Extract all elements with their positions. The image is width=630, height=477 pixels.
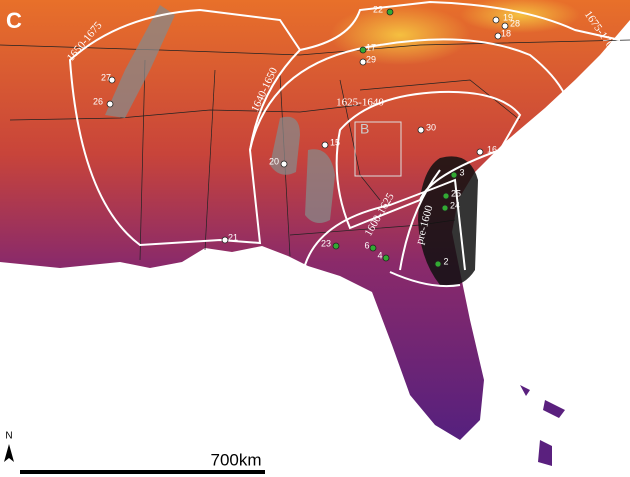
inset-frame	[354, 121, 402, 177]
site-marker	[476, 148, 484, 156]
panel-label: C	[6, 8, 22, 33]
site-marker	[332, 242, 340, 250]
site-marker	[321, 141, 329, 149]
inset-label: B	[360, 121, 369, 137]
site-label: 20	[269, 156, 279, 166]
site-label: 29	[366, 54, 376, 64]
site-marker	[106, 100, 114, 108]
site-label: 15	[330, 137, 340, 147]
site-marker	[434, 260, 442, 268]
expansion-zone	[105, 5, 175, 118]
scale-label: 700km	[210, 450, 261, 469]
scale-bar	[20, 470, 265, 474]
site-marker	[442, 192, 450, 200]
site-label: 24	[450, 200, 460, 210]
site-marker	[450, 171, 458, 179]
expansion-zone	[305, 149, 335, 224]
site-label: 2	[443, 256, 448, 266]
highland	[460, 0, 580, 33]
site-marker	[221, 236, 229, 244]
zone-label: 1625-1640	[336, 97, 384, 109]
site-label: 19	[503, 12, 513, 22]
site-label: 4	[377, 250, 382, 260]
site-marker	[280, 160, 288, 168]
north-label: N	[5, 431, 12, 442]
site-label: 18	[501, 28, 511, 38]
site-marker	[108, 76, 116, 84]
site-label: 30	[426, 122, 436, 132]
site-label: 27	[101, 72, 111, 82]
site-label: 3	[459, 167, 464, 177]
zones	[68, 0, 621, 288]
site-label: 17	[366, 42, 376, 52]
site-label: 26	[93, 96, 103, 106]
site-label: 25	[451, 188, 461, 198]
site-label: 23	[321, 238, 331, 248]
site-marker	[359, 58, 367, 66]
site-label: 16	[487, 144, 497, 154]
site-marker	[369, 244, 377, 252]
site-marker	[359, 46, 367, 54]
highland	[330, 5, 470, 65]
islands	[520, 385, 565, 466]
site-label: 6	[364, 240, 369, 250]
north-arrow	[4, 444, 14, 462]
site-label: 22	[373, 4, 383, 14]
site-marker	[382, 254, 390, 262]
site-marker	[492, 16, 500, 24]
site-marker	[441, 204, 449, 212]
site-marker	[494, 32, 502, 40]
site-label: 21	[228, 232, 238, 242]
expansion-zone	[270, 116, 300, 175]
site-marker	[417, 126, 425, 134]
site-marker	[386, 8, 394, 16]
site-marker	[501, 22, 509, 30]
site-label: 28	[510, 18, 520, 28]
